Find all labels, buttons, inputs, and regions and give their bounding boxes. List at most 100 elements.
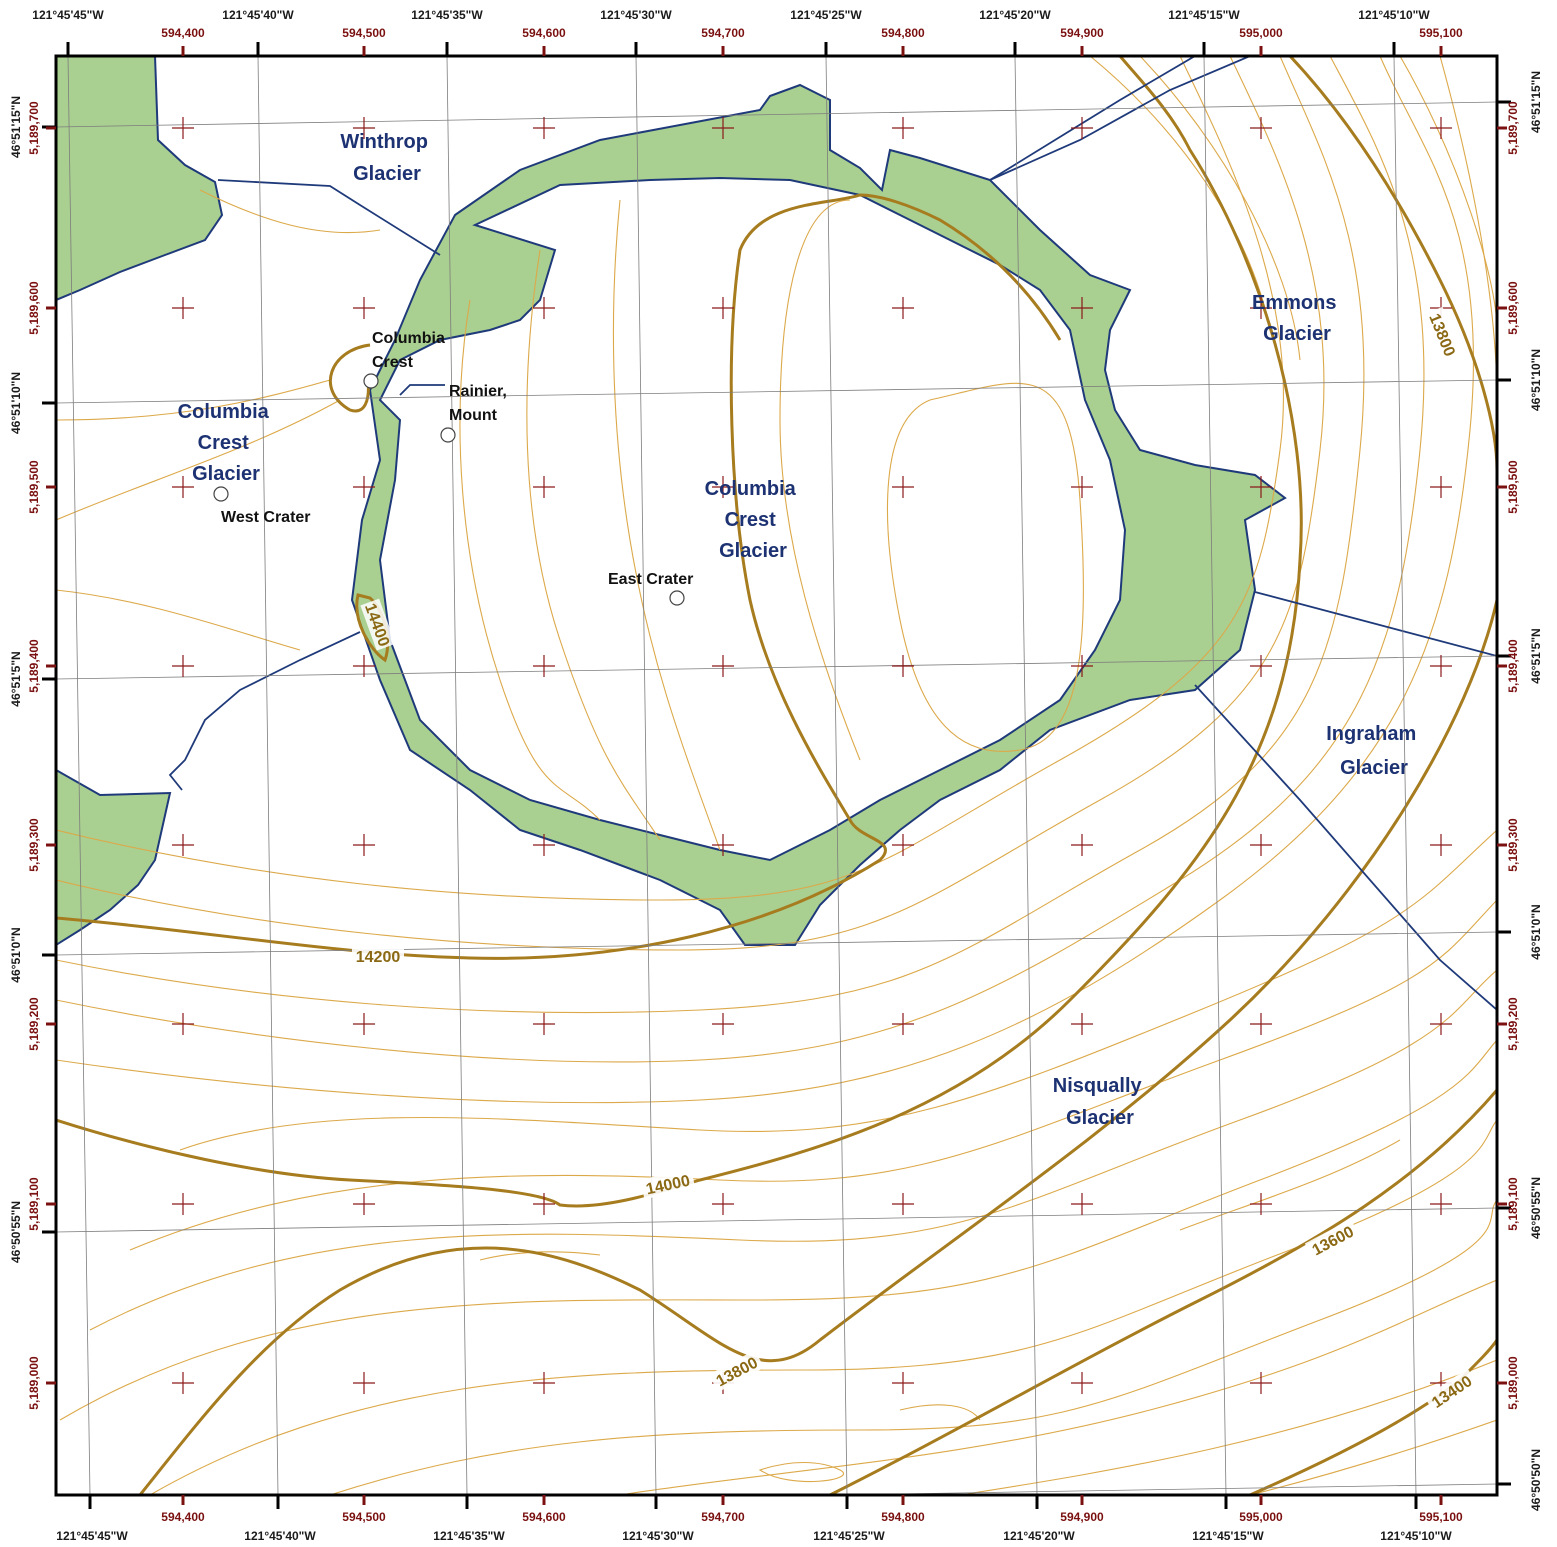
longitude-label: 121°45'25"W	[790, 8, 862, 22]
longitude-label: 121°45'15"W	[1192, 1529, 1264, 1543]
latitude-label: 46°51'15"N	[9, 96, 23, 158]
longitude-label: 121°45'25"W	[813, 1529, 885, 1543]
northing-label: 5,189,300	[27, 818, 41, 872]
columbia-crest-point	[363, 373, 379, 389]
latitude-label: 46°51'10"N	[9, 372, 23, 434]
northing-label: 5,189,700	[27, 101, 41, 155]
northwest-rock	[56, 56, 224, 302]
easting-label: 594,700	[701, 1510, 745, 1524]
top-easting-labels: 594,400 594,500 594,600 594,700 594,800 …	[161, 26, 1463, 40]
bottom-easting-labels: 594,400 594,500 594,600 594,700 594,800 …	[161, 1510, 1463, 1524]
easting-label: 595,100	[1419, 1510, 1463, 1524]
glacier-labels: Winthrop Glacier Columbia Crest Glacier …	[178, 131, 1422, 1129]
easting-label: 594,900	[1060, 1510, 1104, 1524]
east-crater-point	[669, 590, 685, 606]
intermediate-contours	[56, 56, 1497, 1495]
utm-crosses	[172, 117, 1452, 1394]
contour-13600	[829, 1089, 1497, 1495]
west-crater-point	[213, 486, 229, 502]
rainier-mount-label: Rainier, Mount	[449, 383, 511, 424]
latitude-label: 46°51'10"N	[1529, 349, 1543, 411]
bottom-longitude-labels: 121°45'45"W 121°45'40"W 121°45'35"W 121°…	[56, 1529, 1452, 1543]
east-crater-label: East Crater	[608, 571, 693, 588]
glacier-boundaries	[168, 56, 1497, 1011]
longitude-label: 121°45'35"W	[433, 1529, 505, 1543]
map-frame	[54, 54, 1499, 1497]
rock-outcrops	[56, 56, 1287, 947]
contour-14200	[56, 193, 1062, 960]
easting-label: 594,400	[161, 26, 205, 40]
longitude-label: 121°45'35"W	[411, 8, 483, 22]
left-latitude-labels: 46°51'15"N 46°51'10"N 46°51'5"N 46°51'0"…	[9, 96, 23, 1263]
longitude-label: 121°45'10"W	[1358, 8, 1430, 22]
easting-label: 595,000	[1239, 1510, 1283, 1524]
northing-label: 5,189,200	[27, 997, 41, 1051]
latitude-label: 46°51'0"N	[1529, 904, 1543, 959]
graticule	[56, 56, 1497, 1495]
contour-14400-crest	[328, 343, 371, 413]
longitude-label: 121°45'30"W	[622, 1529, 694, 1543]
map-body: 14400 14200 14000 13800 13800 13600	[56, 56, 1497, 1495]
longitude-label: 121°45'45"W	[32, 8, 104, 22]
easting-label: 594,400	[161, 1510, 205, 1524]
latitude-label: 46°51'5"N	[1529, 628, 1543, 683]
easting-label: 594,900	[1060, 26, 1104, 40]
northing-label: 5,189,600	[27, 281, 41, 335]
latitude-label: 46°51'0"N	[9, 927, 23, 982]
easting-label: 594,600	[522, 1510, 566, 1524]
top-longitude-labels: 121°45'45"W 121°45'40"W 121°45'35"W 121°…	[32, 8, 1430, 22]
feature-labels: Columbia Crest Rainier, Mount West Crate…	[221, 330, 693, 588]
southwest-rock	[56, 768, 172, 947]
left-northing-labels: 5,189,700 5,189,600 5,189,500 5,189,400 …	[27, 101, 41, 1410]
easting-label: 594,700	[701, 26, 745, 40]
longitude-label: 121°45'40"W	[222, 8, 294, 22]
northing-label: 5,189,500	[1506, 460, 1520, 514]
crater-rim-rock	[350, 83, 1287, 946]
utm-ticks	[46, 46, 1507, 1505]
longitude-label: 121°45'20"W	[979, 8, 1051, 22]
northing-label: 5,189,600	[1506, 281, 1520, 335]
winthrop-glacier-label: Winthrop Glacier	[340, 131, 433, 185]
contour-label: 14200	[356, 949, 401, 966]
latitude-label: 46°50'50"N	[1529, 1449, 1543, 1511]
longitude-label: 121°45'15"W	[1168, 8, 1240, 22]
longitude-label: 121°45'10"W	[1380, 1529, 1452, 1543]
frame-ticks	[42, 42, 1511, 1509]
easting-label: 594,800	[881, 1510, 925, 1524]
northing-label: 5,189,000	[1506, 1356, 1520, 1410]
west-crater-label: West Crater	[221, 509, 311, 526]
latitude-label: 46°50'55"N	[1529, 1177, 1543, 1239]
columbia-crest-glacier-crater-label: Columbia Crest Glacier	[705, 478, 802, 562]
northing-label: 5,189,400	[1506, 639, 1520, 693]
northing-label: 5,189,300	[1506, 818, 1520, 872]
longitude-label: 121°45'45"W	[56, 1529, 128, 1543]
longitude-label: 121°45'20"W	[1003, 1529, 1075, 1543]
latitude-label: 46°50'55"N	[9, 1201, 23, 1263]
northing-label: 5,189,500	[27, 460, 41, 514]
easting-label: 595,000	[1239, 26, 1283, 40]
longitude-label: 121°45'40"W	[244, 1529, 316, 1543]
contour-14000	[56, 56, 1303, 1208]
easting-label: 594,600	[522, 26, 566, 40]
rainier-mount-point	[440, 427, 456, 443]
longitude-label: 121°45'30"W	[600, 8, 672, 22]
latitude-label: 46°51'15"N	[1529, 71, 1543, 133]
easting-label: 594,500	[342, 1510, 386, 1524]
northing-label: 5,189,200	[1506, 997, 1520, 1051]
point-features	[213, 373, 685, 606]
northing-label: 5,189,400	[27, 639, 41, 693]
northing-label: 5,189,100	[27, 1177, 41, 1231]
northing-label: 5,189,700	[1506, 101, 1520, 155]
emmons-glacier-label: Emmons Glacier	[1252, 292, 1342, 345]
nisqually-glacier-label: Nisqually Glacier	[1053, 1075, 1147, 1129]
easting-label: 594,800	[881, 26, 925, 40]
contour-13800	[138, 599, 1497, 1495]
easting-label: 594,500	[342, 26, 386, 40]
northing-label: 5,189,000	[27, 1356, 41, 1410]
columbia-crest-glacier-west-label: Columbia Crest Glacier	[178, 401, 275, 485]
right-northing-labels: 5,189,700 5,189,600 5,189,500 5,189,400 …	[1506, 101, 1520, 1410]
right-latitude-labels: 46°51'15"N 46°51'10"N 46°51'5"N 46°51'0"…	[1529, 71, 1543, 1511]
latitude-label: 46°51'5"N	[9, 651, 23, 706]
ingraham-glacier-label: Ingraham Glacier	[1326, 723, 1422, 779]
